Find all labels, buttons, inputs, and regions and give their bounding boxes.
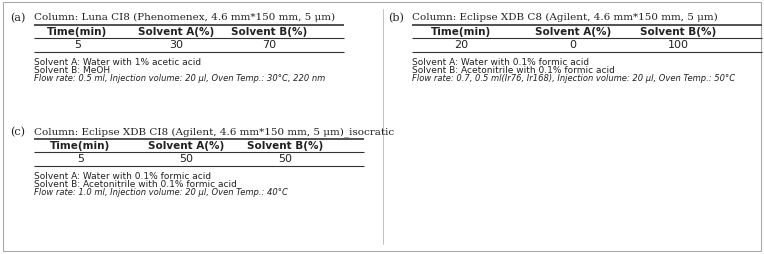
Text: Solvent A(%): Solvent A(%) bbox=[147, 140, 224, 150]
Text: Solvent A: Water with 0.1% formic acid: Solvent A: Water with 0.1% formic acid bbox=[34, 171, 211, 180]
Text: Flow rate: 1.0 ml, Injection volume: 20 μl, Oven Temp.: 40°C: Flow rate: 1.0 ml, Injection volume: 20 … bbox=[34, 187, 288, 196]
FancyBboxPatch shape bbox=[3, 3, 761, 251]
Text: 100: 100 bbox=[668, 40, 688, 50]
Text: Solvent A: Water with 0.1% formic acid: Solvent A: Water with 0.1% formic acid bbox=[412, 58, 589, 67]
Text: Solvent B(%): Solvent B(%) bbox=[231, 27, 308, 37]
Text: Column: Eclipse XDB CI8 (Agilent, 4.6 mm*150 mm, 5 μm)_isocratic: Column: Eclipse XDB CI8 (Agilent, 4.6 mm… bbox=[34, 126, 394, 136]
Text: Solvent A(%): Solvent A(%) bbox=[138, 27, 215, 37]
Text: Column: Eclipse XDB C8 (Agilent, 4.6 mm*150 mm, 5 μm): Column: Eclipse XDB C8 (Agilent, 4.6 mm*… bbox=[412, 13, 717, 22]
Text: 30: 30 bbox=[170, 40, 183, 50]
Text: 50: 50 bbox=[179, 153, 193, 163]
Text: 5: 5 bbox=[76, 153, 84, 163]
Text: Flow rate: 0.5 ml, Injection volume: 20 μl, Oven Temp.: 30°C, 220 nm: Flow rate: 0.5 ml, Injection volume: 20 … bbox=[34, 74, 325, 83]
Text: (a): (a) bbox=[10, 13, 25, 23]
Text: 0: 0 bbox=[569, 40, 577, 50]
Text: Time(min): Time(min) bbox=[50, 140, 110, 150]
Text: Solvent A(%): Solvent A(%) bbox=[535, 27, 611, 37]
Text: Time(min): Time(min) bbox=[47, 27, 108, 37]
Text: 70: 70 bbox=[263, 40, 277, 50]
Text: Solvent B: Acetonitrile with 0.1% formic acid: Solvent B: Acetonitrile with 0.1% formic… bbox=[412, 66, 615, 75]
Text: Flow rate: 0.7, 0.5 ml(Ir76, Ir168), Injection volume: 20 μl, Oven Temp.: 50°C: Flow rate: 0.7, 0.5 ml(Ir76, Ir168), Inj… bbox=[412, 74, 735, 83]
Text: 5: 5 bbox=[74, 40, 81, 50]
Text: Time(min): Time(min) bbox=[431, 27, 491, 37]
Text: Column: Luna CI8 (Phenomenex, 4.6 mm*150 mm, 5 μm): Column: Luna CI8 (Phenomenex, 4.6 mm*150… bbox=[34, 13, 335, 22]
Text: (b): (b) bbox=[388, 13, 404, 23]
Text: Solvent B(%): Solvent B(%) bbox=[247, 140, 323, 150]
Text: Solvent B: Acetonitrile with 0.1% formic acid: Solvent B: Acetonitrile with 0.1% formic… bbox=[34, 179, 237, 188]
Text: 20: 20 bbox=[454, 40, 468, 50]
Text: (c): (c) bbox=[10, 126, 25, 137]
Text: 50: 50 bbox=[278, 153, 292, 163]
Text: Solvent A: Water with 1% acetic acid: Solvent A: Water with 1% acetic acid bbox=[34, 58, 201, 67]
Text: Solvent B: MeOH: Solvent B: MeOH bbox=[34, 66, 110, 75]
Text: Solvent B(%): Solvent B(%) bbox=[640, 27, 716, 37]
